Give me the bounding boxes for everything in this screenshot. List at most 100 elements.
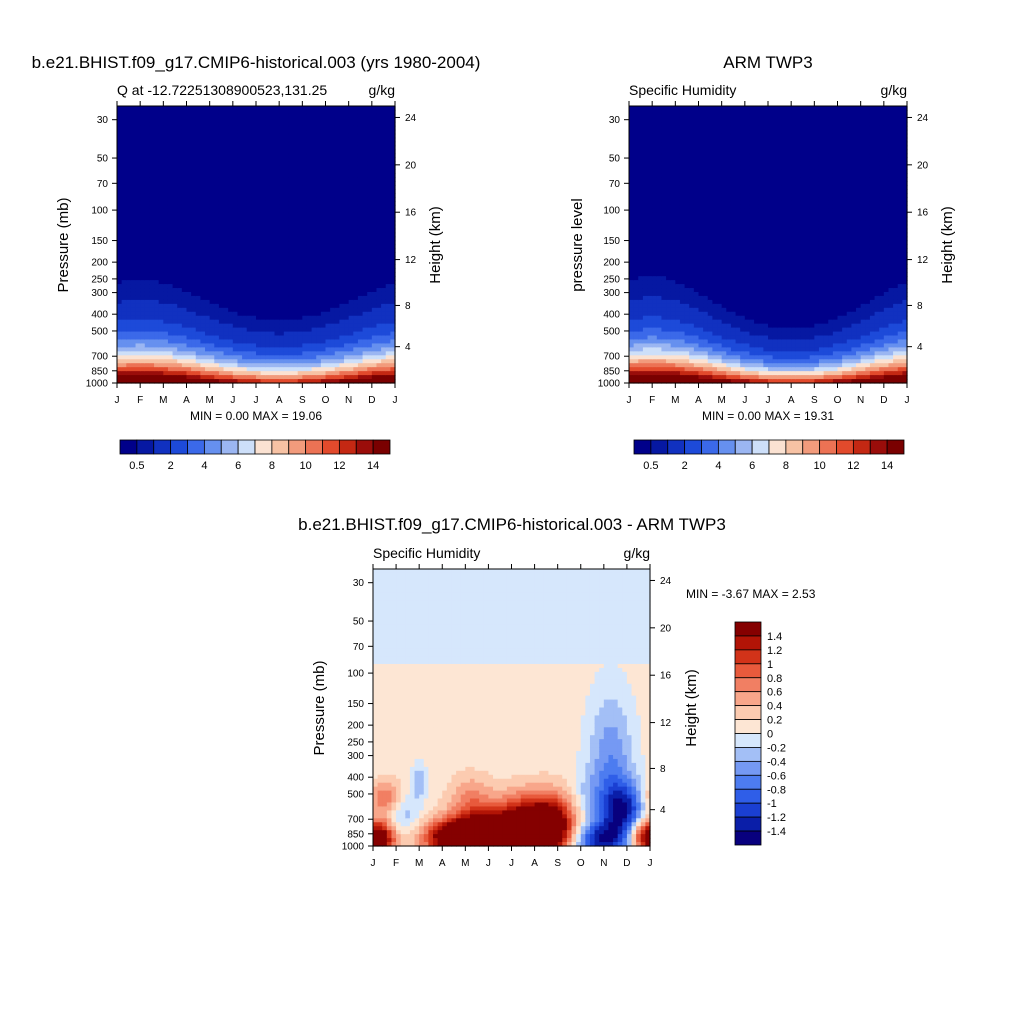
- contour-cell: [130, 272, 137, 277]
- contour-cell: [325, 272, 331, 277]
- contour-cell: [311, 109, 317, 115]
- contour-cell: [339, 185, 345, 190]
- contour-cell: [344, 256, 350, 261]
- contour-cell: [256, 177, 262, 182]
- contour-cell: [121, 280, 127, 285]
- contour-cell: [260, 157, 266, 162]
- contour-cell: [283, 189, 290, 194]
- contour-cell: [269, 169, 276, 174]
- contour-cell: [302, 173, 308, 178]
- contour-cell: [297, 200, 303, 206]
- contour-cell: [256, 379, 262, 384]
- contour-cell: [661, 359, 667, 364]
- contour-cell: [357, 272, 364, 277]
- contour-cell: [237, 216, 243, 222]
- contour-cell: [390, 264, 396, 269]
- contour-cell: [140, 327, 146, 333]
- contour-cell: [371, 161, 378, 166]
- contour-cell: [163, 280, 169, 285]
- contour-cell: [117, 121, 123, 127]
- contour-cell: [371, 204, 378, 210]
- contour-cell: [177, 280, 183, 285]
- contour-cell: [228, 280, 234, 285]
- contour-cell: [390, 224, 396, 230]
- contour-cell: [232, 268, 239, 273]
- contour-cell: [306, 280, 313, 285]
- pressure-tick-label: 850: [91, 366, 108, 377]
- contour-cell: [228, 339, 234, 345]
- contour-cell: [325, 149, 331, 155]
- contour-cell: [158, 284, 164, 289]
- contour-cell: [661, 355, 667, 360]
- contour-cell: [306, 276, 313, 281]
- contour-cell: [633, 200, 639, 206]
- contour-cell: [205, 149, 211, 155]
- contour-cell: [666, 291, 672, 297]
- contour-cell: [638, 355, 644, 360]
- contour-cell: [140, 319, 146, 325]
- contour-cell: [385, 375, 391, 380]
- contour-cell: [260, 189, 266, 194]
- contour-cell: [144, 204, 151, 210]
- contour-cell: [661, 109, 667, 115]
- contour-cell: [265, 359, 271, 364]
- contour-cell: [638, 252, 644, 257]
- contour-cell: [367, 311, 373, 317]
- contour-cell: [656, 244, 663, 250]
- contour-cell: [306, 339, 313, 345]
- contour-cell: [670, 216, 676, 222]
- contour-cell: [232, 375, 239, 380]
- contour-cell: [661, 335, 667, 341]
- contour-cell: [209, 216, 215, 222]
- contour-cell: [186, 268, 192, 273]
- contour-cell: [200, 165, 206, 170]
- contour-cell: [251, 367, 257, 372]
- contour-cell: [330, 379, 336, 384]
- contour-cell: [191, 291, 197, 297]
- contour-cell: [140, 379, 146, 384]
- contour-cell: [232, 133, 239, 139]
- contour-cell: [154, 303, 160, 309]
- contour-cell: [167, 117, 174, 123]
- contour-cell: [144, 363, 151, 368]
- contour-cell: [311, 240, 317, 246]
- contour-cell: [381, 181, 387, 186]
- contour-cell: [167, 113, 174, 119]
- contour-cell: [186, 185, 192, 190]
- contour-cell: [656, 161, 663, 166]
- contour-cell: [647, 323, 653, 329]
- contour-cell: [334, 244, 340, 250]
- contour-cell: [181, 208, 188, 214]
- contour-cell: [117, 232, 123, 238]
- contour-cell: [629, 351, 635, 356]
- contour-cell: [293, 248, 299, 254]
- contour-cell: [223, 256, 229, 261]
- contour-cell: [274, 117, 280, 123]
- contour-cell: [362, 125, 368, 131]
- contour-cell: [325, 331, 331, 337]
- contour-cell: [279, 204, 285, 210]
- contour-cell: [344, 331, 350, 337]
- contour-cell: [121, 327, 127, 333]
- contour-cell: [117, 343, 123, 348]
- contour-cell: [629, 319, 635, 325]
- contour-cell: [269, 315, 276, 321]
- contour-cell: [666, 359, 672, 364]
- contour-cell: [228, 137, 234, 143]
- contour-cell: [265, 177, 271, 182]
- contour-cell: [177, 161, 183, 166]
- contour-cell: [297, 355, 303, 360]
- contour-cell: [666, 295, 672, 301]
- contour-cell: [297, 319, 303, 325]
- contour-cell: [117, 177, 123, 182]
- contour-cell: [242, 228, 248, 234]
- contour-cell: [163, 117, 169, 123]
- contour-cell: [167, 280, 174, 285]
- contour-cell: [158, 295, 164, 301]
- contour-cell: [381, 141, 387, 147]
- contour-cell: [274, 109, 280, 115]
- contour-cell: [181, 272, 188, 277]
- contour-cell: [181, 204, 188, 210]
- contour-cell: [362, 137, 368, 143]
- contour-cell: [256, 228, 262, 234]
